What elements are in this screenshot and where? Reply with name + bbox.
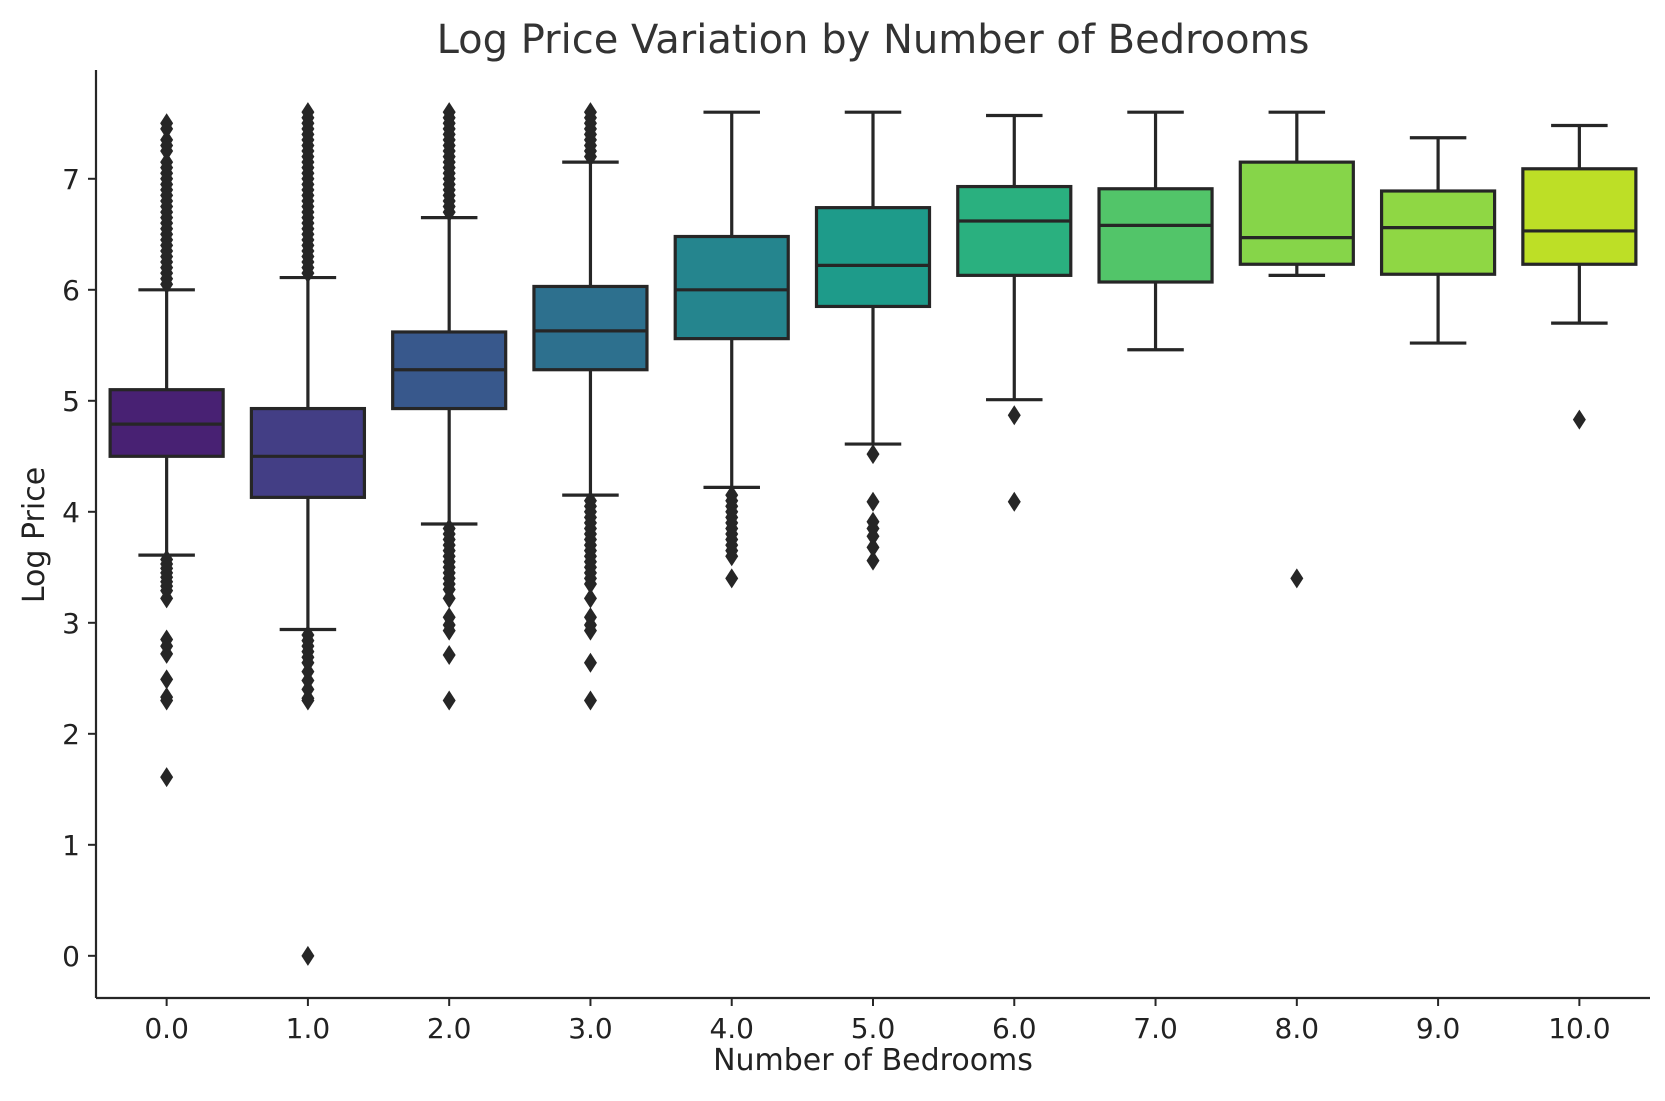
- y-axis-label: Log Price: [17, 467, 52, 603]
- outlier-point: [866, 444, 880, 465]
- box-4.0: [673, 110, 790, 589]
- iqr-box: [532, 284, 649, 372]
- x-tick-label: 2.0: [427, 1012, 472, 1045]
- y-tick-label: 3: [62, 607, 80, 640]
- iqr-box: [1238, 160, 1355, 266]
- outlier-point: [160, 274, 174, 295]
- x-tick-label: 9.0: [1416, 1012, 1461, 1045]
- outlier-point: [442, 620, 456, 641]
- x-tick-label: 8.0: [1275, 1012, 1320, 1045]
- outlier-point: [1007, 405, 1021, 426]
- x-tick-label: 3.0: [568, 1012, 613, 1045]
- outlier-point: [301, 690, 315, 711]
- y-tick-label: 6: [62, 274, 80, 307]
- outlier-point: [160, 141, 174, 162]
- outlier-point: [866, 491, 880, 512]
- outlier-point: [725, 568, 739, 589]
- x-tick-label: 0.0: [144, 1012, 189, 1045]
- iqr-box: [249, 406, 367, 499]
- outlier-point: [160, 669, 174, 690]
- iqr-box: [1379, 189, 1497, 276]
- iqr-box: [814, 206, 932, 309]
- outlier-point: [442, 690, 456, 711]
- outlier-point: [160, 690, 174, 711]
- outlier-point: [583, 588, 597, 609]
- y-tick-label: 1: [62, 829, 80, 862]
- x-axis: 0.0 1.0 2.0 3.0 4.0 5.0 6.0 7.0 8.0 9.0 10.0: [96, 996, 1650, 1045]
- box-2.0: [391, 102, 508, 711]
- plot-area: [108, 102, 1638, 966]
- y-tick-label: 0: [62, 940, 80, 973]
- outlier-point: [866, 550, 880, 571]
- box-5.0: [814, 110, 932, 571]
- x-tick-label: 10.0: [1548, 1012, 1610, 1045]
- iqr-box: [673, 234, 790, 341]
- outlier-point: [583, 146, 597, 167]
- x-tick-label: 4.0: [709, 1012, 754, 1045]
- x-axis-label: Number of Bedrooms: [713, 1043, 1033, 1078]
- outlier-point: [301, 263, 315, 284]
- y-tick-label: 2: [62, 718, 80, 751]
- outlier-point: [583, 690, 597, 711]
- box-6.0: [956, 113, 1073, 512]
- outlier-point: [160, 767, 174, 788]
- box-9.0: [1379, 136, 1497, 345]
- outlier-point: [160, 588, 174, 609]
- x-tick-label: 7.0: [1133, 1012, 1178, 1045]
- box-3.0: [532, 102, 649, 711]
- box-7.0: [1097, 110, 1214, 352]
- outlier-point: [583, 620, 597, 641]
- chart-title: Log Price Variation by Number of Bedroom…: [437, 17, 1310, 63]
- box-8.0: [1238, 110, 1355, 589]
- outlier-point: [583, 573, 597, 594]
- x-tick-label: 5.0: [851, 1012, 896, 1045]
- y-axis: 0 1 2 3 4 5 6 7: [62, 70, 98, 998]
- outlier-point: [1007, 491, 1021, 512]
- iqr-box: [956, 184, 1073, 277]
- outlier-point: [1572, 409, 1586, 430]
- outlier-point: [583, 652, 597, 673]
- outlier-point: [301, 945, 315, 966]
- box-1.0: [249, 102, 367, 966]
- iqr-box: [1521, 167, 1638, 266]
- x-tick-label: 6.0: [992, 1012, 1037, 1045]
- outlier-point: [160, 118, 174, 139]
- outlier-point: [866, 537, 880, 558]
- outlier-point: [442, 588, 456, 609]
- box-0.0: [108, 113, 225, 788]
- y-tick-label: 4: [62, 496, 80, 529]
- y-tick-label: 5: [62, 385, 80, 418]
- y-tick-label: 7: [62, 163, 80, 196]
- outlier-point: [442, 202, 456, 223]
- x-tick-label: 1.0: [286, 1012, 331, 1045]
- outlier-point: [725, 546, 739, 567]
- outlier-point: [160, 643, 174, 664]
- box-10.0: [1521, 123, 1638, 430]
- outlier-point: [442, 644, 456, 665]
- iqr-box: [1097, 187, 1214, 284]
- outlier-point: [866, 526, 880, 547]
- outlier-point: [1290, 568, 1304, 589]
